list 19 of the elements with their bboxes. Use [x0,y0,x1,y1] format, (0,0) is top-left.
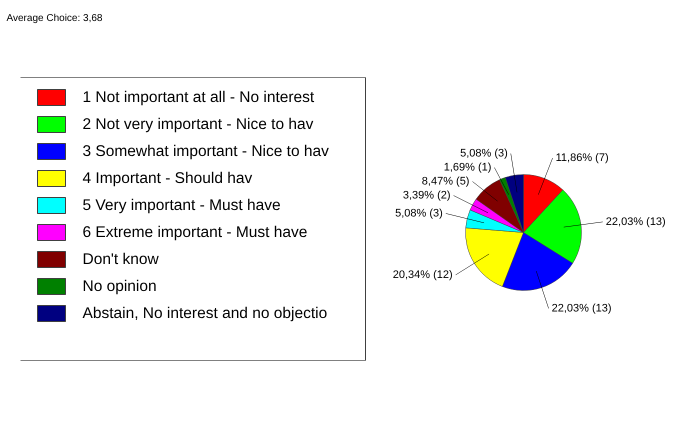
data-label: 22,03% (13) [606,216,666,228]
legend-label: 2 Not very important - Nice to hav [82,116,314,133]
legend-label: 4 Important - Should hav [82,170,252,187]
data-label: 11,86% (7) [556,152,609,164]
chart-title: Average Choice: 3,68 [6,13,103,24]
legend-label: 6 Extreme important - Must have [82,224,308,241]
data-label: 20,34% (12) [392,268,453,281]
legend-label: 3 Somewhat important - Nice to hav [82,143,330,160]
data-label: 22,03% (13) [552,302,612,314]
legend-label: Abstain, No interest and no objectio [82,305,328,322]
legend-label: No opinion [82,278,157,295]
data-label: 1,69% (1) [444,162,492,174]
data-label: 5,08% (3) [460,148,508,160]
data-label: 8,47% (5) [422,176,470,188]
legend-label: 5 Very important - Must have [82,197,281,214]
data-label: 3,39% (2) [402,190,451,202]
data-label: 5,08% (3) [395,207,443,220]
legend-label: Don't know [82,251,160,268]
legend-label: 1 Not important at all - No interest [82,89,315,106]
